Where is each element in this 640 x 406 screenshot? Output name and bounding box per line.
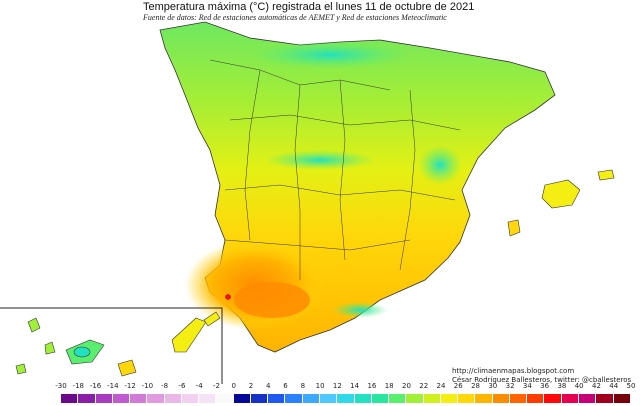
credit-author: César Rodríguez Ballesteros, twitter: @c…	[452, 376, 632, 384]
legend-swatch	[389, 394, 407, 403]
legend-tick-label: 0	[231, 382, 236, 390]
legend-tick-label: 36	[540, 382, 550, 390]
legend-tick-label: 14	[350, 382, 360, 390]
hot-spot-marker	[225, 294, 231, 300]
legend-tick-label: -4	[195, 382, 203, 390]
legend-swatch	[561, 394, 579, 403]
legend-tick-label: 20	[401, 382, 411, 390]
legend-tick-label: -2	[212, 382, 220, 390]
legend-swatch	[406, 394, 424, 403]
canary-islands-inset	[15, 311, 221, 377]
legend-ticks: -30 -18 -16 -14 -12 -10 -8 -6 -4 -2 0 2 4 6 8 10 12 14 16 1…	[55, 382, 635, 392]
legend-swatch	[302, 394, 320, 403]
legend-swatch	[578, 394, 597, 403]
legend-tick-label: 6	[283, 382, 288, 390]
legend-tick-label: 26	[453, 382, 463, 390]
legend-tick-label: 34	[522, 382, 532, 390]
legend-tick-label: 40	[574, 382, 584, 390]
legend-swatch	[216, 394, 234, 403]
map-title: Temperatura máxima (°C) registrada el lu…	[143, 1, 475, 13]
canary-inset-frame	[0, 307, 223, 384]
menorca	[597, 169, 615, 181]
cool-zone-central	[265, 150, 375, 170]
mallorca	[541, 179, 581, 209]
legend-swatch	[371, 394, 390, 403]
legend-tick-label: -6	[178, 382, 186, 390]
cool-zone-betic	[332, 302, 388, 318]
legend-tick-label: -16	[89, 382, 102, 390]
cool-zone-iberian	[418, 145, 462, 185]
legend-swatch	[285, 394, 303, 403]
legend-tick-label: -30	[55, 382, 67, 390]
legend-swatch	[509, 394, 528, 403]
legend-swatch	[527, 394, 545, 403]
legend-swatch	[250, 394, 269, 403]
legend-swatch	[596, 394, 614, 403]
legend-tick-label: 30	[488, 382, 498, 390]
legend-tick-label: 28	[471, 382, 480, 390]
legend-tick-label: 32	[505, 382, 515, 390]
legend-tick-label: 16	[367, 382, 377, 390]
legend-swatch	[233, 394, 251, 403]
ibiza	[507, 219, 521, 237]
credit-url[interactable]: http://climaenmapas.blogspot.com	[452, 367, 575, 375]
legend-bar	[61, 394, 631, 403]
legend-swatch	[423, 394, 441, 403]
legend-tick-label: 10	[315, 382, 325, 390]
legend-swatch	[544, 394, 562, 403]
legend-tick-label: 4	[266, 382, 271, 390]
legend-swatch	[319, 394, 338, 403]
legend-tick-label: -8	[161, 382, 169, 390]
legend-swatch	[95, 394, 113, 403]
legend-swatch	[440, 394, 459, 403]
legend-tick-label: 18	[384, 382, 394, 390]
legend-swatch	[181, 394, 200, 403]
legend-tick-label: -12	[124, 382, 136, 390]
legend-tick-label: -18	[72, 382, 84, 390]
legend-swatch	[78, 394, 96, 403]
legend-tick-label: 2	[248, 382, 254, 390]
legend-swatch	[61, 394, 79, 403]
legend-swatch	[613, 394, 631, 403]
legend-swatch	[354, 394, 372, 403]
legend-swatch	[492, 394, 510, 403]
legend-tick-label: 38	[557, 382, 567, 390]
heat-zone-guadalquivir	[234, 282, 310, 318]
province-borders	[209, 59, 461, 280]
legend-swatch	[458, 394, 476, 403]
legend-tick-label: 8	[300, 382, 306, 390]
legend-tick-label: -14	[107, 382, 119, 390]
legend-tick-label: 12	[332, 382, 342, 390]
color-legend: -30 -18 -16 -14 -12 -10 -8 -6 -4 -2 0 2 4 6 8 10 12 14 16 1…	[0, 382, 640, 406]
legend-swatch	[147, 394, 165, 403]
legend-tick-label: 50	[626, 382, 636, 390]
legend-swatch	[268, 394, 286, 403]
legend-tick-label: 44	[609, 382, 619, 390]
legend-swatch	[337, 394, 355, 403]
legend-swatch	[112, 394, 131, 403]
legend-swatch	[475, 394, 493, 403]
legend-tick-label: -10	[141, 382, 154, 390]
legend-tick-label: 24	[436, 382, 446, 390]
legend-swatch	[164, 394, 182, 403]
cool-zone-cantabrian	[250, 41, 410, 69]
legend-tick-label: 22	[419, 382, 429, 390]
legend-tick-label: 42	[591, 382, 601, 390]
legend-swatch	[199, 394, 217, 403]
map-subtitle: Fuente de datos: Red de estaciones autom…	[143, 13, 447, 22]
legend-swatch	[130, 394, 148, 403]
